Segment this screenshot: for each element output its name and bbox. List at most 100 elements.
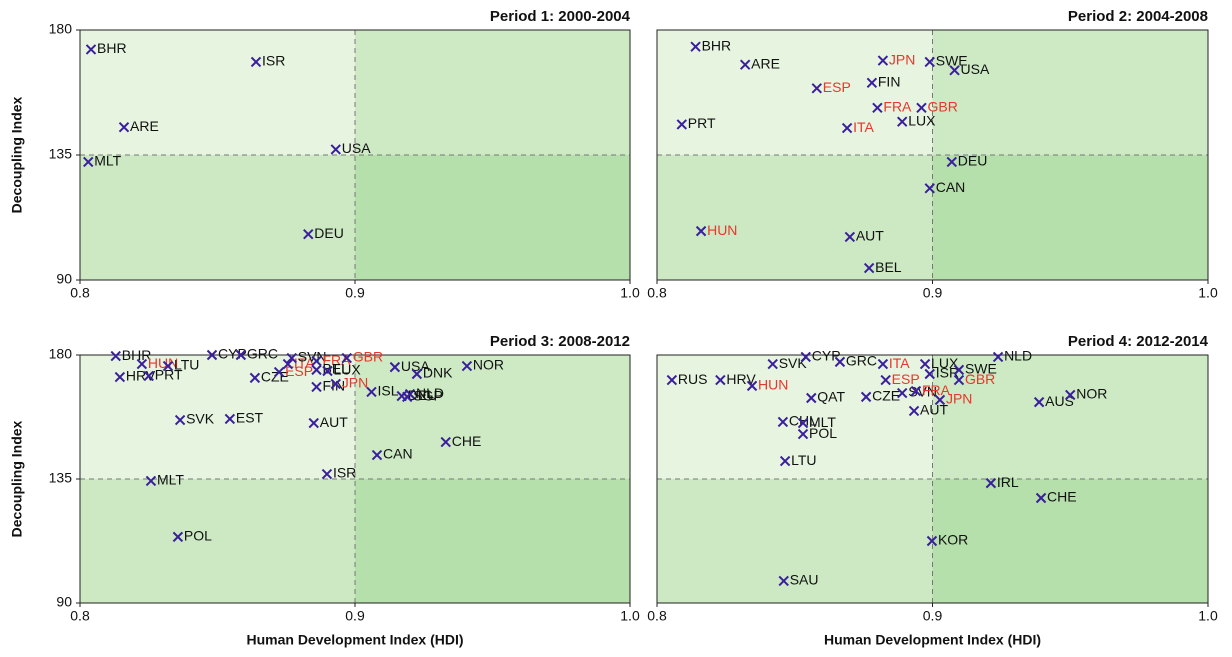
point-label: CZE bbox=[872, 388, 900, 404]
x-tick-label: 0.9 bbox=[923, 285, 943, 301]
point-label: BHR bbox=[702, 37, 732, 53]
point-label: HUN bbox=[707, 222, 737, 238]
point-marker bbox=[844, 231, 856, 243]
point-label: NLD bbox=[416, 385, 444, 401]
x-axis-title: Human Development Index (HDI) bbox=[824, 632, 1041, 648]
point-marker bbox=[366, 386, 377, 398]
y-tick-label: 135 bbox=[49, 470, 73, 486]
point-marker bbox=[946, 156, 957, 168]
point-marker bbox=[1033, 396, 1045, 408]
point-marker bbox=[461, 360, 473, 372]
point-marker bbox=[85, 44, 97, 55]
point-marker bbox=[877, 55, 889, 66]
point-label: GRC bbox=[247, 346, 278, 362]
point-label: DEU bbox=[314, 225, 344, 241]
point-label: USA bbox=[961, 61, 990, 77]
point-label: GRC bbox=[846, 353, 877, 369]
point-label: CAN bbox=[936, 179, 966, 195]
y-tick-label: 135 bbox=[49, 146, 73, 162]
point-label: ISR bbox=[333, 465, 356, 481]
chart-title: Period 4: 2012-2014 bbox=[1068, 333, 1209, 350]
point-label: AUT bbox=[920, 402, 948, 418]
point-label: CYP bbox=[218, 346, 247, 362]
point-marker bbox=[800, 351, 811, 363]
quadrant bbox=[355, 155, 630, 280]
x-tick-label: 0.8 bbox=[70, 285, 90, 301]
point-marker bbox=[249, 372, 261, 384]
point-label: GBR bbox=[353, 349, 383, 365]
point-marker bbox=[402, 391, 413, 403]
x-axis-title: Human Development Index (HDI) bbox=[246, 632, 463, 648]
point-label: JPN bbox=[889, 51, 915, 67]
point-label: HUN bbox=[758, 377, 788, 393]
point-label: QAT bbox=[817, 389, 845, 405]
point-label: ISR bbox=[262, 53, 285, 69]
point-marker bbox=[411, 368, 423, 380]
point-marker bbox=[311, 381, 322, 393]
point-marker bbox=[143, 370, 154, 382]
point-label: CAN bbox=[383, 446, 413, 462]
point-marker bbox=[877, 358, 889, 370]
point-label: IRL bbox=[997, 474, 1019, 490]
point-label: AUS bbox=[1045, 393, 1074, 409]
x-tick-label: 0.9 bbox=[923, 608, 943, 624]
point-marker bbox=[767, 358, 778, 370]
point-marker bbox=[953, 374, 965, 386]
point-label: KOR bbox=[938, 532, 968, 548]
point-label: AUT bbox=[856, 228, 884, 244]
y-tick-label: 90 bbox=[56, 594, 72, 610]
point-label: LTU bbox=[791, 452, 816, 468]
point-label: LUX bbox=[908, 112, 936, 128]
point-label: SWE bbox=[965, 361, 997, 377]
point-label: HUN bbox=[148, 355, 178, 371]
point-label: AUT bbox=[320, 414, 348, 430]
quadrant bbox=[355, 479, 630, 603]
point-label: ISR bbox=[936, 365, 959, 381]
point-label: PRT bbox=[155, 367, 183, 383]
point-marker bbox=[110, 350, 121, 362]
point-label: ESP bbox=[823, 79, 851, 95]
point-label: CYP bbox=[812, 348, 841, 364]
panel: Period 4: 2012-2014 0.8 0.9 1.0 Human Develo… bbox=[647, 333, 1218, 648]
quadrant bbox=[932, 155, 1208, 280]
point-marker bbox=[83, 156, 94, 168]
chart-title: Period 3: 2008-2012 bbox=[490, 333, 630, 350]
point-marker bbox=[321, 468, 333, 480]
point-label: ITA bbox=[853, 119, 874, 135]
x-tick-label: 1.0 bbox=[620, 285, 640, 301]
point-label: USA bbox=[401, 358, 430, 374]
point-marker bbox=[811, 83, 822, 94]
point-label: JPN bbox=[946, 391, 972, 407]
point-marker bbox=[863, 262, 875, 274]
point-label: DEU bbox=[958, 153, 988, 169]
point-marker bbox=[145, 475, 157, 487]
point-marker bbox=[162, 360, 174, 372]
point-label: NLD bbox=[1004, 348, 1032, 364]
point-label: MLT bbox=[94, 153, 121, 169]
point-marker bbox=[739, 59, 751, 70]
point-label: MLT bbox=[157, 472, 184, 488]
point-label: BHR bbox=[122, 347, 152, 363]
point-label: CHE bbox=[452, 433, 482, 449]
point-marker bbox=[389, 361, 401, 373]
point-label: GBR bbox=[927, 98, 957, 114]
point-marker bbox=[866, 77, 878, 88]
point-label: POL bbox=[809, 425, 837, 441]
point-label: LUX bbox=[334, 362, 362, 378]
point-label: FRA bbox=[922, 382, 951, 398]
point-marker bbox=[341, 352, 352, 364]
point-marker bbox=[910, 385, 922, 397]
x-tick-label: 0.9 bbox=[345, 285, 365, 301]
point-marker bbox=[118, 122, 130, 133]
quadrant bbox=[657, 355, 933, 479]
point-marker bbox=[896, 387, 908, 399]
y-axis-title: Decoupling Index bbox=[9, 420, 25, 537]
point-label: SGP bbox=[413, 388, 443, 404]
point-label: DEU bbox=[408, 387, 438, 403]
chart-title: Period 2: 2004-2008 bbox=[1068, 8, 1208, 25]
point-label: CHL bbox=[789, 413, 817, 429]
panel: Period 3: 2008-2012 0.8 0.9 1.0 90 135 180 Deco… bbox=[9, 333, 640, 648]
x-tick-label: 1.0 bbox=[620, 608, 640, 624]
point-marker bbox=[924, 183, 935, 194]
point-marker bbox=[779, 455, 791, 467]
